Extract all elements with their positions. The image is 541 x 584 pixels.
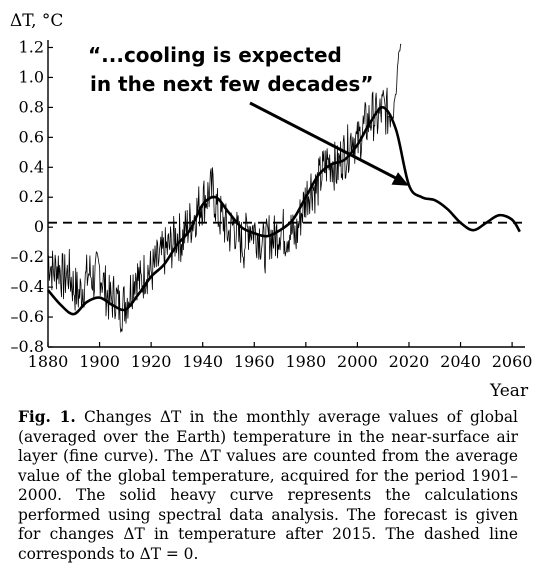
caption-text: Changes ΔT in the monthly average values…	[18, 408, 518, 563]
annotation-line-1: “...cooling is expected	[88, 43, 342, 67]
series-fine-curve	[47, 43, 402, 333]
x-tick-label: 1940	[182, 352, 223, 371]
series-heavy-curve	[47, 106, 521, 316]
y-tick-label: 0.4	[19, 157, 44, 176]
x-tick-label: 2040	[440, 352, 481, 371]
y-tick-label: 0.6	[19, 127, 44, 146]
figure-label: Fig. 1.	[18, 408, 76, 426]
x-tick-label: 2020	[389, 352, 430, 371]
x-tick-label: 1980	[285, 352, 326, 371]
y-tick-label: 1.2	[19, 37, 44, 56]
annotation-arrow-head	[391, 172, 409, 186]
y-tick-label: –0.4	[11, 277, 44, 296]
x-tick-label: 1920	[131, 352, 172, 371]
x-tick-label: 2000	[337, 352, 378, 371]
y-tick-label: –0.8	[11, 337, 44, 356]
y-tick-label: –0.2	[11, 247, 44, 266]
y-tick-label: 0	[34, 217, 44, 236]
x-tick-label: 1880	[28, 352, 69, 371]
annotation-line-2: in the next few decades”	[90, 72, 373, 96]
x-tick-label: 2060	[492, 352, 533, 371]
x-tick-label: 1900	[79, 352, 120, 371]
y-tick-label: 0.8	[19, 97, 44, 116]
annotation-arrow-shaft	[249, 101, 404, 184]
figure-caption: Fig. 1. Changes ΔT in the monthly averag…	[18, 408, 518, 564]
x-axis-title: Year	[489, 381, 529, 401]
y-tick-label: 0.2	[19, 187, 44, 206]
y-tick-label: 1.0	[19, 67, 44, 86]
y-axis-title: ΔT, °C	[10, 11, 63, 31]
y-tick-label: –0.6	[11, 307, 44, 326]
x-tick-label: 1960	[234, 352, 275, 371]
